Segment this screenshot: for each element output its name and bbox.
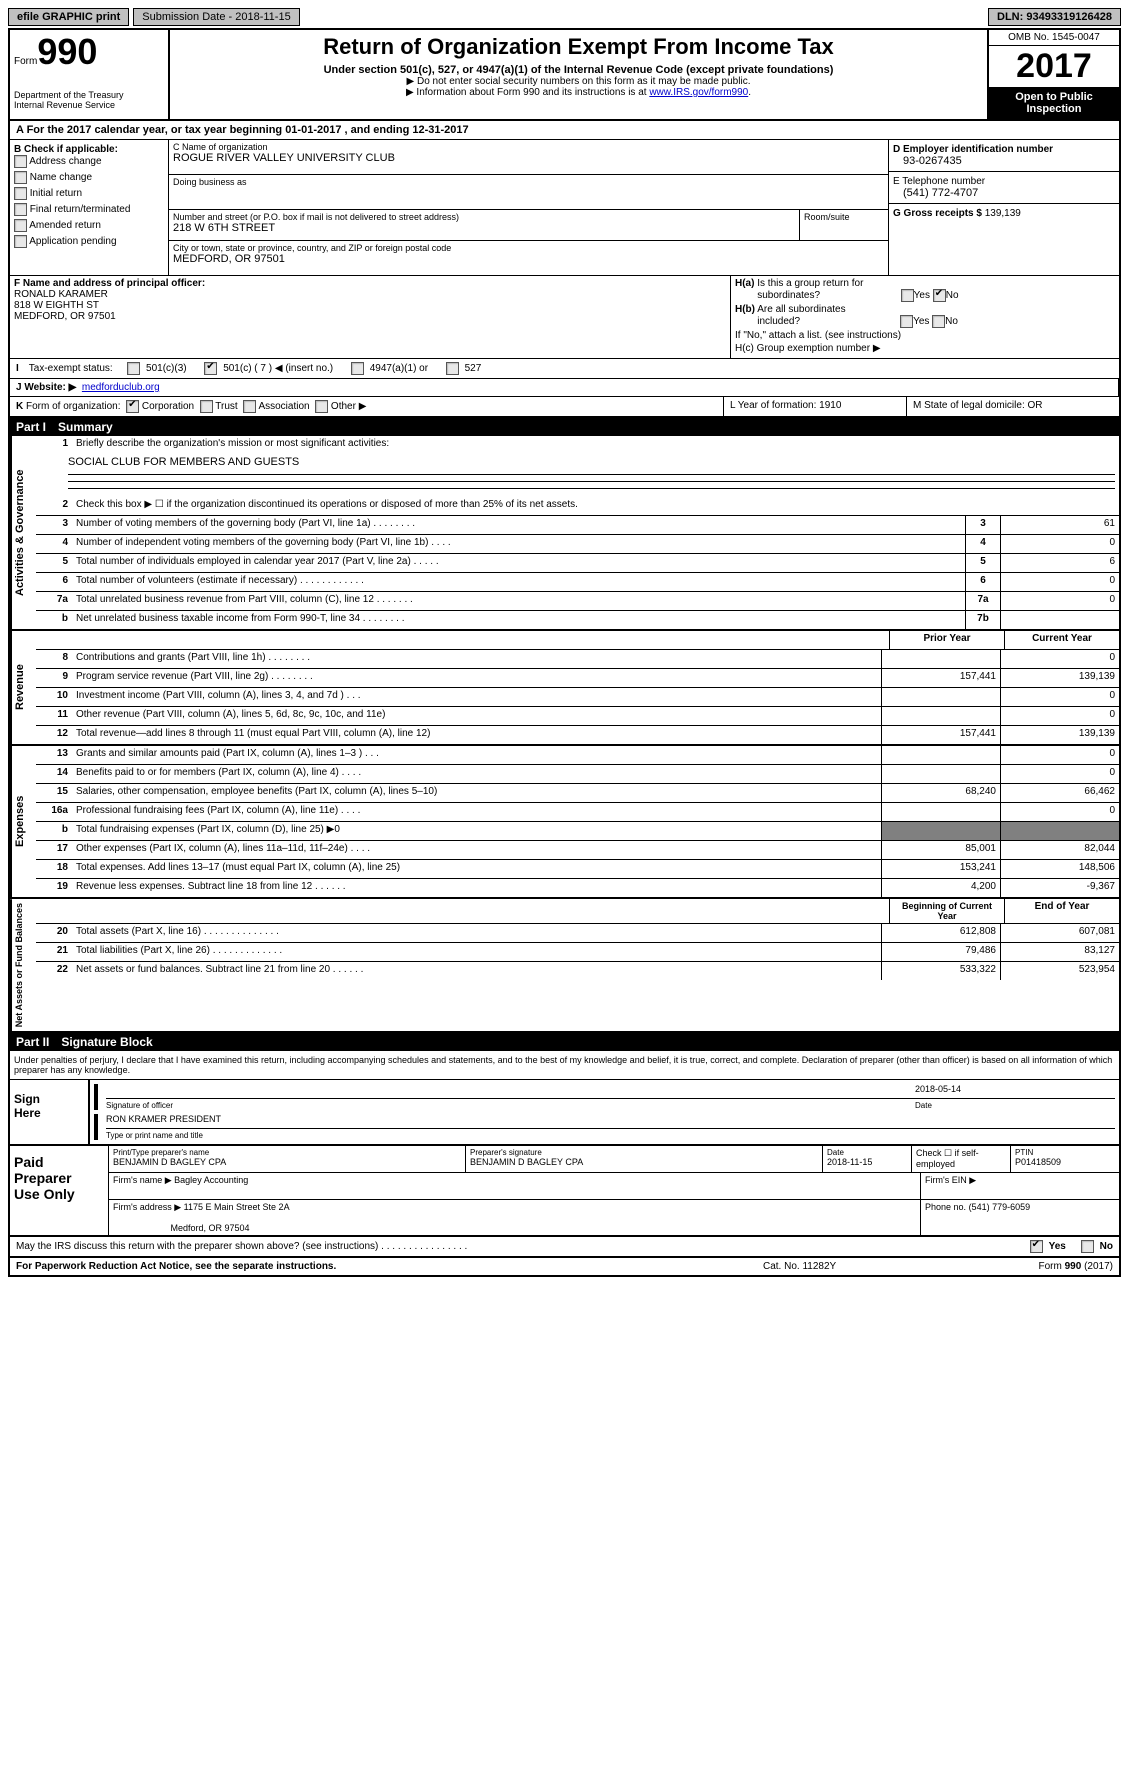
table-row: 5Total number of individuals employed in… [36,554,1119,573]
table-row: 12Total revenue—add lines 8 through 11 (… [36,726,1119,744]
note-ssn: ▶ Do not enter social security numbers o… [174,76,983,87]
perjury-statement: Under penalties of perjury, I declare th… [10,1051,1119,1080]
table-row: 17Other expenses (Part IX, column (A), l… [36,841,1119,860]
table-row: 9Program service revenue (Part VIII, lin… [36,669,1119,688]
sign-here-section: SignHere Signature of officer 2018-05-14… [10,1080,1119,1146]
paid-preparer-section: PaidPreparerUse Only Print/Type preparer… [10,1146,1119,1237]
table-row: bNet unrelated business taxable income f… [36,611,1119,629]
table-row: 3Number of voting members of the governi… [36,516,1119,535]
table-row: 7aTotal unrelated business revenue from … [36,592,1119,611]
org-name: ROGUE RIVER VALLEY UNIVERSITY CLUB [173,152,884,164]
table-row: 18Total expenses. Add lines 13–17 (must … [36,860,1119,879]
table-row: 4Number of independent voting members of… [36,535,1119,554]
form-subtitle: Under section 501(c), 527, or 4947(a)(1)… [174,64,983,76]
tax-year: 2017 [989,46,1119,87]
table-row: 22Net assets or fund balances. Subtract … [36,962,1119,980]
ptin: P01418509 [1015,1157,1115,1167]
officer-city: MEDFORD, OR 97501 [14,311,726,322]
firm-phone: (541) 779-6059 [969,1202,1031,1212]
table-row: 11Other revenue (Part VIII, column (A), … [36,707,1119,726]
table-row: bTotal fundraising expenses (Part IX, co… [36,822,1119,841]
telephone: (541) 772-4707 [893,187,1115,199]
table-row: 21Total liabilities (Part X, line 26) . … [36,943,1119,962]
org-street: 218 W 6TH STREET [173,222,795,234]
dln: DLN: 93493319126428 [988,8,1121,26]
table-row: 14Benefits paid to or for members (Part … [36,765,1119,784]
table-row: 15Salaries, other compensation, employee… [36,784,1119,803]
gross-receipts: 139,139 [985,208,1021,219]
header-center: Return of Organization Exempt From Incom… [170,30,987,119]
table-row: 16aProfessional fundraising fees (Part I… [36,803,1119,822]
table-row: 10Investment income (Part VIII, column (… [36,688,1119,707]
website-link[interactable]: medforduclub.org [82,382,160,393]
submission-date: Submission Date - 2018-11-15 [133,8,299,26]
governance-section: Activities & Governance 1 Briefly descri… [10,436,1119,631]
section-f-officer: F Name and address of principal officer:… [10,276,731,358]
omb-number: OMB No. 1545-0047 [989,30,1119,46]
form-footer: For Paperwork Reduction Act Notice, see … [10,1258,1119,1275]
part-2-header: Part IISignature Block [10,1033,1119,1051]
chk-application-pending[interactable]: Application pending [14,235,164,248]
note-info: ▶ Information about Form 990 and its ins… [174,87,983,98]
chk-name-change[interactable]: Name change [14,171,164,184]
table-row: 8Contributions and grants (Part VIII, li… [36,650,1119,669]
open-inspection: Open to PublicInspection [989,87,1119,119]
expenses-section: Expenses 13Grants and similar amounts pa… [10,746,1119,899]
header-left: Form990 Department of the TreasuryIntern… [10,30,170,119]
part-1-header: Part ISummary [10,418,1119,436]
table-row: 19Revenue less expenses. Subtract line 1… [36,879,1119,897]
row-a-period: A For the 2017 calendar year, or tax yea… [10,121,1119,140]
section-fh: F Name and address of principal officer:… [10,276,1119,359]
chk-address-change[interactable]: Address change [14,155,164,168]
dept-label: Department of the TreasuryInternal Reven… [14,90,164,110]
table-row: 20Total assets (Part X, line 16) . . . .… [36,924,1119,943]
section-entity: B Check if applicable: Address change Na… [10,140,1119,276]
section-b-checkboxes: B Check if applicable: Address change Na… [10,140,169,275]
row-k-form-org: K Form of organization: Corporation Trus… [10,397,724,416]
officer-name-title: RON KRAMER PRESIDENT [106,1114,1115,1129]
firm-city: Medford, OR 97504 [171,1223,250,1233]
row-j-website: J Website: ▶ medforduclub.org [10,379,1119,396]
balances-section: Net Assets or Fund Balances Beginning of… [10,899,1119,1033]
header-right: OMB No. 1545-0047 2017 Open to PublicIns… [987,30,1119,119]
chk-initial-return[interactable]: Initial return [14,187,164,200]
state-domicile: M State of legal domicile: OR [907,397,1119,416]
form-title: Return of Organization Exempt From Incom… [174,34,983,60]
officer-addr: 818 W EIGHTH ST [14,300,726,311]
chk-amended[interactable]: Amended return [14,219,164,232]
section-h-group: H(a) Is this a group return for subordin… [731,276,1119,358]
org-city: MEDFORD, OR 97501 [173,253,884,265]
irs-link[interactable]: www.IRS.gov/form990 [649,87,748,98]
top-bar: efile GRAPHIC print Submission Date - 20… [8,8,1121,26]
section-d: D Employer identification number 93-0267… [889,140,1119,275]
table-row: 13Grants and similar amounts paid (Part … [36,746,1119,765]
chk-final-return[interactable]: Final return/terminated [14,203,164,216]
ein: 93-0267435 [893,155,1115,167]
revenue-section: Revenue Prior Year Current Year 8Contrib… [10,631,1119,746]
preparer-sig: BENJAMIN D BAGLEY CPA [470,1157,818,1167]
mission-text: SOCIAL CLUB FOR MEMBERS AND GUESTS [36,454,1119,497]
table-row: 6Total number of volunteers (estimate if… [36,573,1119,592]
section-c-name: C Name of organization ROGUE RIVER VALLE… [169,140,889,275]
preparer-name: BENJAMIN D BAGLEY CPA [113,1157,461,1167]
efile-badge: efile GRAPHIC print [8,8,129,26]
row-i-tax-status: I Tax-exempt status: 501(c)(3) 501(c) ( … [10,359,1119,379]
discuss-row: May the IRS discuss this return with the… [10,1237,1119,1258]
firm-name: Bagley Accounting [174,1175,248,1185]
firm-addr: 1175 E Main Street Ste 2A [184,1202,290,1212]
year-formation: L Year of formation: 1910 [724,397,907,416]
form-990: Form990 Department of the TreasuryIntern… [8,28,1121,1277]
preparer-date: 2018-11-15 [827,1157,907,1167]
form-header: Form990 Department of the TreasuryIntern… [10,30,1119,121]
officer-name: RONALD KARAMER [14,289,726,300]
